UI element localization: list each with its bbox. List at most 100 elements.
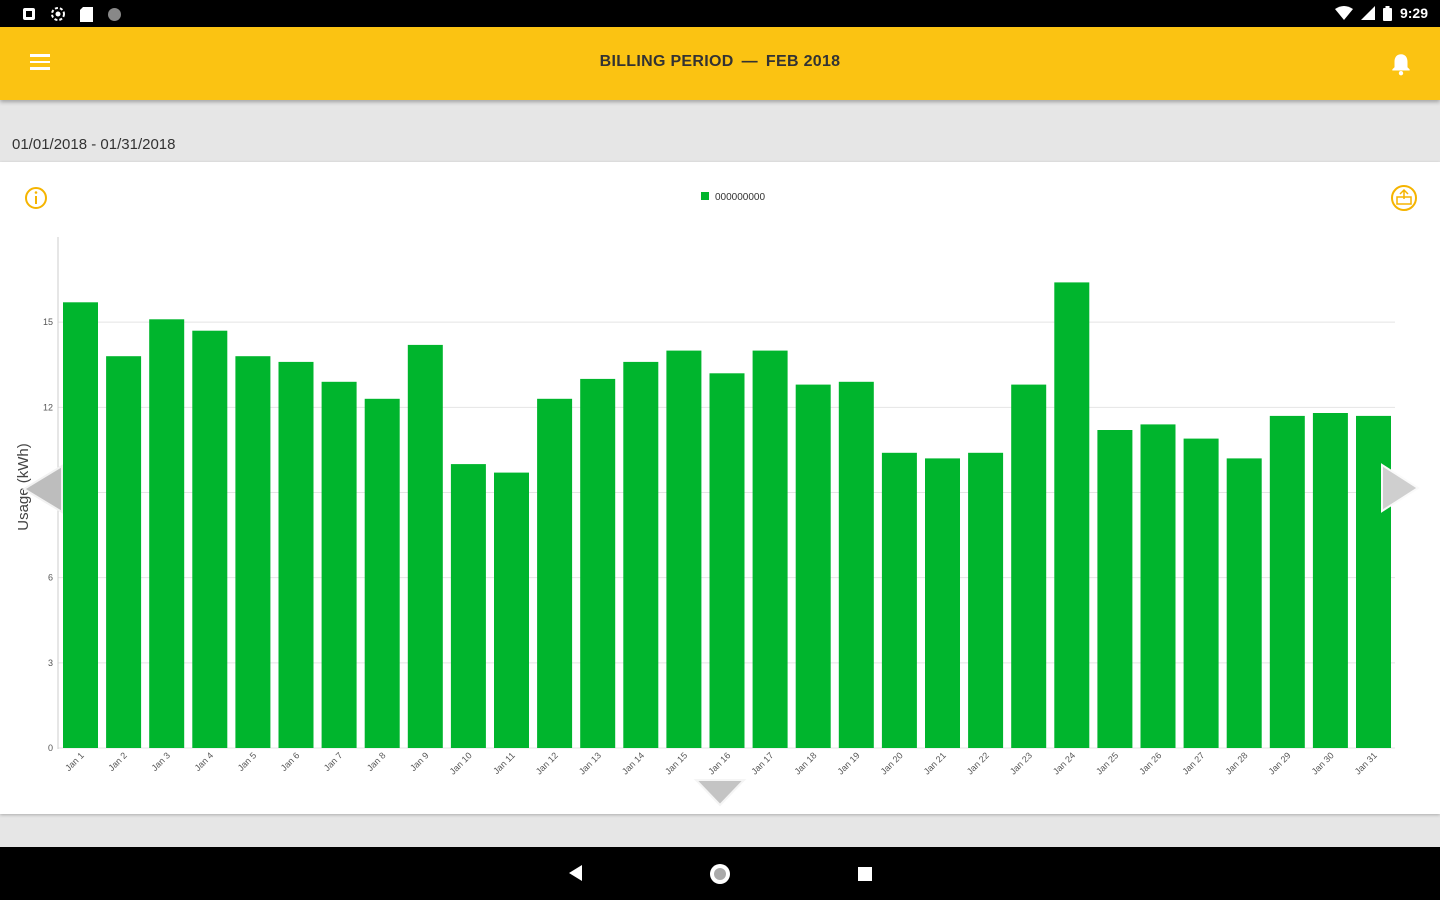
- app-bar: BILLING PERIOD — FEB 2018: [0, 27, 1440, 100]
- bar[interactable]: [321, 381, 357, 748]
- x-tick-label: Jan 19: [836, 750, 862, 776]
- system-nav-bar: [0, 847, 1440, 900]
- bar[interactable]: [709, 373, 745, 748]
- x-tick-label: Jan 8: [365, 750, 388, 773]
- bar[interactable]: [192, 330, 228, 748]
- bar[interactable]: [235, 356, 271, 748]
- info-icon[interactable]: [25, 187, 47, 209]
- bar[interactable]: [364, 398, 400, 748]
- x-tick-label: Jan 14: [620, 750, 646, 776]
- bar[interactable]: [1097, 430, 1133, 748]
- notification-icon: [23, 8, 35, 20]
- date-range: 01/01/2018 - 01/31/2018: [12, 136, 176, 153]
- bar[interactable]: [278, 361, 314, 748]
- x-tick-label: Jan 16: [706, 750, 732, 776]
- bar[interactable]: [795, 384, 831, 748]
- expand-arrow[interactable]: [693, 779, 747, 807]
- signal-icon: [1360, 6, 1375, 20]
- page-title: BILLING PERIOD — FEB 2018: [0, 53, 1440, 71]
- x-tick-label: Jan 12: [534, 750, 560, 776]
- bars: [63, 282, 1391, 748]
- x-tick-label: Jan 22: [965, 750, 991, 776]
- x-tick-label: Jan 20: [879, 750, 905, 776]
- x-tick-label: Jan 7: [322, 750, 345, 773]
- settings-gear-icon: [51, 7, 65, 21]
- bar[interactable]: [666, 350, 702, 748]
- sd-card-icon: [80, 6, 93, 22]
- export-icon[interactable]: [1391, 185, 1417, 211]
- x-tick-label: Jan 18: [792, 750, 818, 776]
- battery-icon: [1382, 5, 1392, 21]
- x-tick-label: Jan 23: [1008, 750, 1034, 776]
- bar[interactable]: [407, 344, 443, 748]
- x-tick-label: Jan 17: [749, 750, 775, 776]
- bar[interactable]: [580, 378, 616, 748]
- wifi-icon: [1334, 6, 1353, 20]
- y-tick-label: 3: [48, 658, 53, 668]
- bar[interactable]: [1011, 384, 1047, 748]
- bar[interactable]: [1226, 458, 1262, 748]
- chart-legend: 000000000: [701, 192, 765, 203]
- x-tick-label: Jan 26: [1137, 750, 1163, 776]
- bar[interactable]: [1140, 424, 1176, 748]
- previous-arrow[interactable]: [22, 464, 63, 514]
- status-time: 9:29: [1399, 5, 1428, 21]
- x-tick-label: Jan 29: [1267, 750, 1293, 776]
- next-arrow[interactable]: [1381, 463, 1420, 513]
- bar[interactable]: [149, 319, 185, 748]
- bar[interactable]: [925, 458, 960, 748]
- bar[interactable]: [968, 452, 1004, 748]
- x-tick-label: Jan 30: [1310, 750, 1336, 776]
- legend-swatch: [701, 192, 709, 200]
- legend-label: 000000000: [715, 192, 765, 203]
- usage-chart-card: 000000000 Usage (kWh) 03691215 Jan 1Jan …: [0, 162, 1440, 814]
- x-tick-label: Jan 13: [577, 750, 603, 776]
- bar[interactable]: [1054, 282, 1090, 748]
- recents-icon[interactable]: [856, 865, 874, 883]
- y-tick-label: 15: [43, 317, 53, 327]
- x-tick-label: Jan 3: [149, 750, 172, 773]
- menu-icon[interactable]: [22, 50, 58, 78]
- circle-icon: [108, 7, 121, 21]
- bar[interactable]: [623, 361, 659, 748]
- bar[interactable]: [1312, 413, 1348, 748]
- x-tick-label: Jan 2: [106, 750, 129, 773]
- billing-period-label: BILLING PERIOD: [599, 53, 734, 70]
- bar[interactable]: [450, 464, 486, 748]
- x-tick-label: Jan 9: [408, 750, 431, 773]
- bar[interactable]: [838, 381, 874, 748]
- usage-bar-chart: 000000000 Usage (kWh) 03691215 Jan 1Jan …: [15, 185, 1420, 807]
- x-tick-label: Jan 25: [1094, 750, 1120, 776]
- bar[interactable]: [1269, 415, 1305, 748]
- y-tick-label: 6: [48, 573, 53, 583]
- bar[interactable]: [537, 398, 573, 748]
- bar[interactable]: [752, 350, 788, 748]
- bar[interactable]: [63, 302, 98, 748]
- billing-period-value: FEB 2018: [765, 53, 841, 70]
- bar[interactable]: [881, 452, 917, 748]
- bar[interactable]: [106, 356, 142, 748]
- x-tick-label: Jan 28: [1223, 750, 1249, 776]
- bar[interactable]: [494, 472, 529, 748]
- x-tick-label: Jan 11: [491, 750, 517, 776]
- x-tick-label: Jan 24: [1051, 750, 1077, 776]
- y-tick-label: 0: [48, 743, 53, 753]
- bar[interactable]: [1356, 415, 1391, 748]
- x-tick-label: Jan 1: [63, 750, 86, 773]
- x-tick-label: Jan 31: [1353, 750, 1379, 776]
- back-icon[interactable]: [566, 863, 584, 883]
- x-tick-label: Jan 10: [448, 750, 474, 776]
- x-axis-ticks: Jan 1 Jan 2 Jan 3 Jan 4 Jan 5 Jan 6 Jan 7 Jan 8…: [63, 750, 1379, 776]
- x-tick-label: Jan 15: [663, 750, 689, 776]
- home-icon[interactable]: [708, 862, 732, 886]
- status-bar: 9:29: [0, 0, 1440, 27]
- x-tick-label: Jan 27: [1180, 750, 1206, 776]
- y-axis-label: Usage (kWh): [15, 443, 32, 531]
- x-tick-label: Jan 5: [236, 750, 259, 773]
- title-separator: —: [741, 53, 758, 70]
- bell-icon[interactable]: [1388, 51, 1414, 77]
- bar[interactable]: [1183, 438, 1219, 748]
- x-tick-label: Jan 4: [193, 750, 216, 773]
- x-tick-label: Jan 6: [279, 750, 302, 773]
- y-axis-ticks: 03691215: [43, 317, 53, 753]
